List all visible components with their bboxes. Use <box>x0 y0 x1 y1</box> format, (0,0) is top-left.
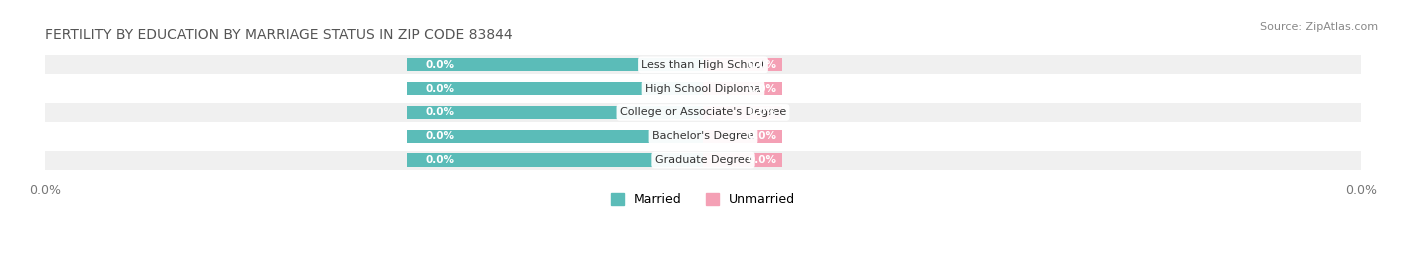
Bar <box>406 130 703 143</box>
Bar <box>703 130 782 143</box>
Text: Bachelor's Degree: Bachelor's Degree <box>652 131 754 141</box>
Text: College or Associate's Degree: College or Associate's Degree <box>620 107 786 118</box>
Text: 0.0%: 0.0% <box>426 60 454 70</box>
Bar <box>703 106 782 119</box>
Bar <box>406 58 703 71</box>
Bar <box>406 154 703 167</box>
Bar <box>703 58 782 71</box>
Bar <box>45 127 1361 146</box>
Bar <box>45 79 1361 98</box>
Text: 0.0%: 0.0% <box>748 60 776 70</box>
Legend: Married, Unmarried: Married, Unmarried <box>606 188 800 211</box>
Bar <box>703 82 782 95</box>
Text: Less than High School: Less than High School <box>641 60 765 70</box>
Text: FERTILITY BY EDUCATION BY MARRIAGE STATUS IN ZIP CODE 83844: FERTILITY BY EDUCATION BY MARRIAGE STATU… <box>45 29 513 43</box>
Bar <box>406 106 703 119</box>
Text: 0.0%: 0.0% <box>426 131 454 141</box>
Text: Graduate Degree: Graduate Degree <box>655 155 751 165</box>
Text: 0.0%: 0.0% <box>426 155 454 165</box>
Text: Source: ZipAtlas.com: Source: ZipAtlas.com <box>1260 22 1378 31</box>
Bar <box>45 55 1361 74</box>
Text: 0.0%: 0.0% <box>426 84 454 94</box>
Bar <box>406 82 703 95</box>
Text: 0.0%: 0.0% <box>748 131 776 141</box>
Bar <box>45 103 1361 122</box>
Bar <box>703 154 782 167</box>
Text: 0.0%: 0.0% <box>748 84 776 94</box>
Text: High School Diploma: High School Diploma <box>645 84 761 94</box>
Text: 0.0%: 0.0% <box>748 155 776 165</box>
Bar <box>45 151 1361 169</box>
Text: 0.0%: 0.0% <box>748 107 776 118</box>
Text: 0.0%: 0.0% <box>426 107 454 118</box>
